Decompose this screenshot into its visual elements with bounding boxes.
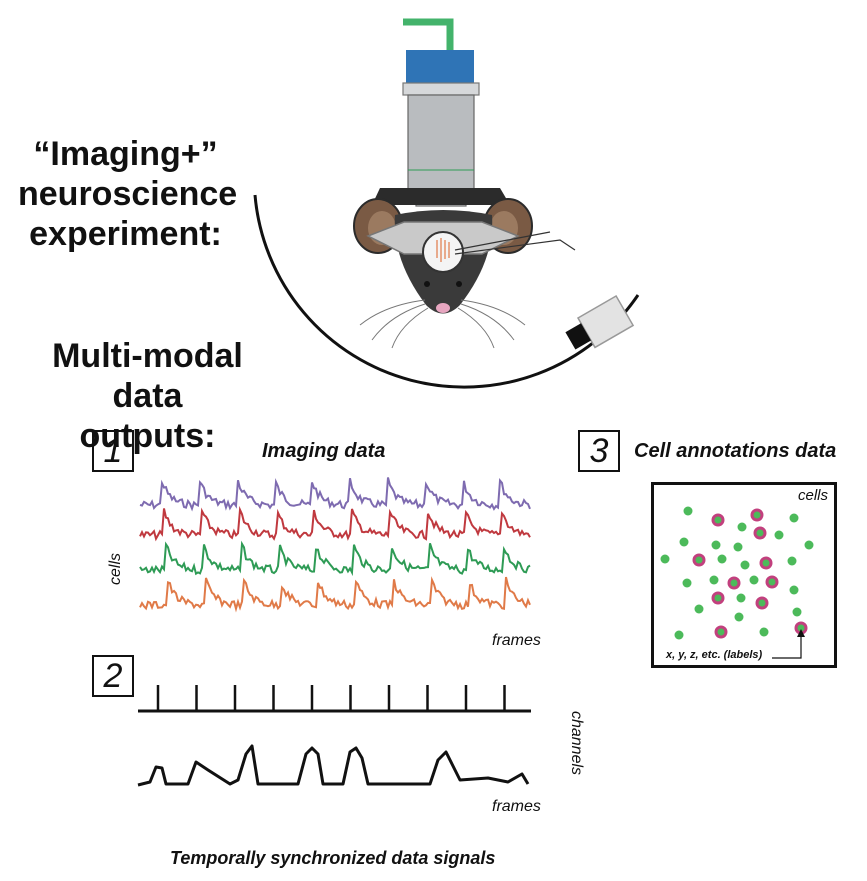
cell-dot — [759, 627, 769, 637]
cell-scatter — [660, 506, 814, 659]
cell-trace — [139, 576, 531, 613]
panel1-ylabel: cells — [107, 552, 125, 586]
filter-block — [406, 50, 474, 85]
labeled-cell — [759, 556, 773, 570]
labeled-cell — [755, 596, 769, 610]
experiment-illustration — [253, 18, 640, 389]
outputs-heading-line2: data outputs: — [79, 377, 216, 455]
cell-dot — [740, 560, 750, 570]
experiment-heading: “Imaging+” neuroscience experiment: — [18, 134, 238, 254]
cell-trace — [139, 477, 531, 512]
panel3-number: 3 — [578, 430, 620, 472]
footer-caption: Temporally synchronized data signals — [170, 848, 496, 868]
cell-dot — [674, 630, 684, 640]
annotations-callout: x, y, z, etc. (labels) — [666, 649, 763, 661]
labeled-cell — [727, 576, 741, 590]
panel2-number: 2 — [92, 655, 134, 697]
cell-dot — [792, 607, 802, 617]
cell-dot — [679, 537, 689, 547]
objective-lens — [407, 94, 475, 191]
cell-trace — [139, 540, 531, 577]
cell-dot — [709, 575, 719, 585]
cell-dot — [683, 506, 693, 516]
labeled-cell — [750, 508, 764, 522]
outputs-heading: Multi-modal data outputs: — [40, 336, 255, 456]
running-wheel — [253, 194, 640, 389]
mouse-nose — [436, 303, 450, 313]
cell-dot — [774, 530, 784, 540]
cell-dot — [749, 575, 759, 585]
cell-dot — [789, 585, 799, 595]
cell-dot — [717, 554, 727, 564]
cell-dot — [737, 522, 747, 532]
camera-icon — [565, 294, 635, 350]
cell-dot — [682, 578, 692, 588]
imaging-traces — [139, 477, 531, 613]
channel-signals — [137, 685, 531, 787]
outputs-heading-line1: Multi-modal — [52, 337, 243, 375]
labeled-cell — [692, 553, 706, 567]
cell-dot — [660, 554, 670, 564]
cell-dot — [789, 513, 799, 523]
labeled-cell — [753, 526, 767, 540]
cranial-window — [422, 231, 464, 273]
experiment-heading-line3: experiment: — [29, 215, 222, 253]
experiment-heading-line2: neuroscience — [18, 175, 238, 213]
cell-dot — [787, 556, 797, 566]
cell-dot — [804, 540, 814, 550]
panel1-xlabel: frames — [492, 632, 541, 649]
cell-dot — [711, 540, 721, 550]
panel3-title: Cell annotations data — [634, 440, 837, 462]
annotations-box: cells x, y, z, etc. (labels) — [651, 482, 837, 668]
panel2-ylabel: channels — [568, 710, 586, 776]
behavior-signal — [137, 744, 530, 787]
panel1-title: Imaging data — [262, 440, 386, 462]
panel1-number: 1 — [92, 430, 134, 472]
cell-dot — [733, 542, 743, 552]
labeled-cell — [711, 591, 725, 605]
labeled-cell — [765, 575, 779, 589]
callout-arrow — [772, 633, 802, 659]
annotations-corner-label: cells — [797, 487, 828, 504]
experiment-heading-line1: “Imaging+” — [33, 135, 218, 173]
cell-trace — [139, 505, 531, 542]
cell-dot — [736, 593, 746, 603]
panel2-xlabel: frames — [492, 798, 541, 815]
labeled-cell — [711, 513, 725, 527]
labeled-cell — [714, 625, 728, 639]
cell-dot — [694, 604, 704, 614]
cell-dot — [734, 612, 744, 622]
